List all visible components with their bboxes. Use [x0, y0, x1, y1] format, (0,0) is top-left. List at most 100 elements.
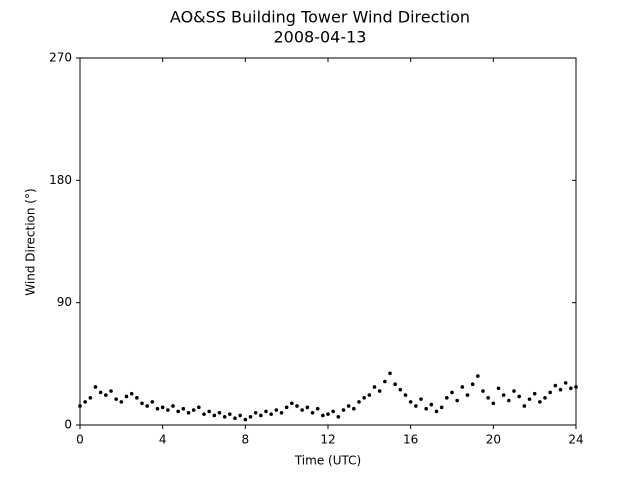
data-point: [186, 410, 191, 415]
data-point: [119, 400, 124, 404]
data-point: [166, 408, 170, 412]
data-point: [346, 404, 351, 408]
data-point: [124, 394, 129, 399]
data-point: [465, 393, 470, 397]
x-tick-label: 24: [568, 433, 583, 447]
data-point: [202, 412, 206, 416]
data-point: [424, 406, 428, 411]
data-point: [197, 405, 201, 410]
data-point: [496, 386, 501, 391]
data-point: [78, 404, 82, 408]
chart-title: AO&SS Building Tower Wind Direction: [170, 8, 470, 27]
data-point: [434, 409, 439, 414]
data-point: [83, 400, 87, 404]
data-point: [450, 390, 454, 395]
data-point: [460, 385, 465, 389]
data-point: [398, 387, 403, 392]
x-tick-label: 12: [320, 433, 335, 447]
data-point: [326, 412, 330, 416]
data-point: [569, 386, 573, 391]
data-point: [517, 394, 521, 399]
data-point: [408, 400, 413, 404]
data-point: [274, 408, 279, 412]
data-point: [574, 385, 578, 389]
data-point: [269, 412, 273, 416]
data-point: [238, 413, 242, 418]
data-point: [310, 410, 315, 415]
data-point: [336, 415, 341, 419]
data-point: [150, 400, 155, 404]
y-tick-label: 180: [49, 173, 72, 187]
data-point: [439, 405, 444, 410]
data-point: [217, 410, 222, 415]
data-point: [243, 417, 248, 422]
data-point: [290, 401, 294, 406]
data-point: [181, 406, 186, 411]
data-point: [486, 396, 490, 400]
y-tick-label: 0: [64, 418, 72, 432]
data-point: [93, 385, 98, 389]
data-point: [512, 389, 516, 393]
data-point: [259, 413, 263, 418]
data-point: [476, 374, 480, 378]
data-point: [160, 405, 165, 410]
data-point: [114, 397, 118, 401]
data-point: [527, 397, 532, 401]
data-point: [305, 405, 310, 410]
data-point: [470, 382, 475, 387]
data-point: [362, 396, 366, 400]
data-point: [558, 387, 563, 392]
data-point: [419, 397, 423, 401]
data-point: [264, 409, 268, 414]
data-point: [377, 389, 382, 393]
data-point: [491, 401, 496, 406]
data-point: [481, 389, 485, 393]
data-point: [104, 393, 108, 397]
data-point: [171, 404, 175, 408]
data-point: [176, 409, 180, 414]
data-point: [129, 391, 134, 396]
x-tick-label: 4: [159, 433, 167, 447]
data-point: [543, 396, 547, 400]
y-axis-label: Wind Direction (°): [24, 188, 38, 295]
data-point: [248, 415, 253, 419]
y-tick-label: 270: [49, 51, 72, 65]
x-tick-label: 0: [76, 433, 84, 447]
data-point: [212, 413, 217, 418]
data-point: [522, 404, 527, 408]
data-point: [331, 409, 335, 414]
data-point: [414, 404, 418, 408]
data-point: [455, 398, 459, 403]
data-point: [538, 400, 542, 404]
data-point: [553, 383, 558, 388]
y-tick-label: 90: [57, 295, 72, 309]
data-point: [563, 381, 568, 385]
data-point: [145, 404, 149, 408]
data-point: [98, 390, 103, 395]
data-point: [388, 371, 392, 376]
x-tick-label: 8: [242, 433, 250, 447]
x-tick-label: 20: [486, 433, 501, 447]
data-point: [222, 415, 227, 419]
data-point: [383, 379, 387, 384]
data-point: [233, 416, 237, 421]
data-point: [403, 393, 408, 397]
data-point: [140, 401, 144, 406]
data-point: [548, 390, 552, 395]
data-point: [429, 402, 434, 407]
data-point: [228, 412, 232, 416]
data-point: [300, 408, 304, 412]
data-point: [155, 406, 160, 411]
data-point: [284, 405, 289, 410]
data-point: [393, 382, 397, 387]
data-point: [445, 396, 449, 400]
data-point: [295, 404, 299, 408]
data-point: [532, 391, 537, 396]
data-point: [357, 400, 361, 404]
data-point: [315, 406, 320, 411]
data-point: [279, 410, 284, 415]
data-point: [135, 396, 139, 400]
data-point: [191, 408, 196, 412]
